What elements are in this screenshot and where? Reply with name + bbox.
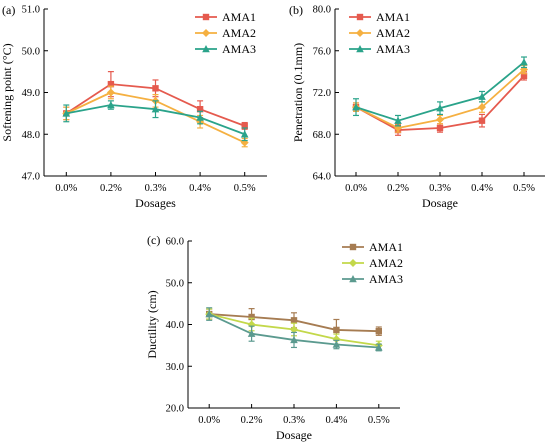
y-tick-label: 68.0 (313, 130, 331, 141)
data-point (247, 329, 256, 337)
legend-label: AMA2 (369, 256, 403, 270)
data-point (394, 116, 402, 124)
legend-swatch-marker (202, 45, 210, 53)
data-point (478, 92, 486, 100)
legend-label: AMA3 (376, 42, 410, 56)
y-axis-title: Softening point (°C) (0, 43, 14, 141)
x-tick-label: 0.5% (368, 415, 390, 426)
data-point (478, 117, 486, 124)
legend-swatch-marker (202, 13, 210, 21)
data-point (248, 313, 255, 321)
data-point (352, 103, 360, 111)
x-axis-title: Dosage (422, 196, 458, 210)
x-tick-label: 0.0% (55, 183, 77, 194)
legend-swatch-marker (349, 243, 357, 251)
data-point (62, 109, 71, 117)
data-point (436, 115, 444, 124)
x-tick-label: 0.2% (100, 183, 122, 194)
x-tick-label: 0.2% (387, 183, 409, 194)
y-tick-label: 60.0 (166, 237, 184, 248)
legend-swatch-marker (356, 45, 364, 53)
data-point (375, 327, 382, 335)
data-point (152, 85, 159, 92)
y-tick-label: 20.0 (166, 404, 184, 415)
panel-b-penetration: 64.0 68.0 72.0 76.0 80.0 0.0% 0.2% 0.3% 0.4% 0.5%… (289, 3, 545, 210)
legend-label: AMA3 (222, 42, 256, 56)
panel-c-ductility: 20.0 30.0 40.0 50.0 60.0 0.0% 0.2% 0.3% 0.4% 0.5%… (145, 233, 403, 442)
data-point (151, 105, 160, 113)
x-tick-label: 0.4% (325, 415, 347, 426)
x-tick-label: 0.2% (241, 415, 263, 426)
legend-swatch-marker (349, 259, 357, 267)
data-point (520, 58, 528, 66)
legend-label: AMA1 (376, 10, 410, 24)
data-point (332, 335, 341, 344)
series-ama3 (62, 100, 249, 142)
data-point (196, 113, 204, 121)
x-tick-label: 0.4% (471, 183, 493, 194)
y-tick-label: 50.0 (166, 278, 184, 289)
x-axis-title: Dosages (135, 196, 176, 210)
panel-label: (c) (147, 233, 160, 247)
legend-label: AMA2 (376, 26, 410, 40)
series-ama3 (352, 56, 528, 127)
x-tick-label: 0.5% (513, 183, 535, 194)
y-tick-label: 72.0 (313, 88, 331, 99)
legend-label: AMA1 (369, 240, 403, 254)
data-point (196, 106, 204, 113)
x-tick-label: 0.5% (234, 183, 256, 194)
data-point (436, 104, 444, 112)
legend-swatch-marker (349, 275, 357, 283)
y-tick-label: 51.0 (22, 5, 40, 16)
y-tick-label: 47.0 (22, 172, 40, 183)
data-point (290, 325, 298, 334)
x-tick-label: 0.4% (189, 183, 211, 194)
data-point (241, 122, 248, 130)
series-ama3 (205, 307, 383, 352)
legend-swatch-marker (356, 29, 364, 37)
y-axis-title: Penetration (0.1mm) (291, 43, 305, 142)
data-point (520, 72, 528, 79)
legend-label: AMA2 (222, 26, 256, 40)
y-tick-label: 64.0 (313, 172, 331, 183)
data-point (240, 130, 249, 138)
y-axis-title: Ductility (cm) (145, 290, 159, 358)
data-point (478, 103, 486, 112)
panel-label: (b) (289, 3, 303, 17)
legend-label: AMA3 (369, 272, 403, 286)
y-tick-label: 50.0 (22, 46, 40, 57)
data-point (107, 101, 115, 109)
legend-swatch-marker (202, 29, 210, 37)
data-point (436, 124, 444, 132)
data-point (290, 335, 298, 344)
data-point (205, 310, 213, 318)
x-tick-label: 0.3% (283, 415, 305, 426)
legend-swatch-marker (356, 13, 364, 21)
data-point (290, 317, 298, 324)
y-tick-label: 40.0 (166, 320, 184, 331)
y-tick-label: 80.0 (313, 5, 331, 16)
y-tick-label: 30.0 (166, 362, 184, 373)
legend-label: AMA1 (222, 10, 256, 24)
y-tick-label: 48.0 (22, 130, 40, 141)
x-tick-label: 0.0% (345, 183, 367, 194)
x-tick-label: 0.3% (429, 183, 451, 194)
y-tick-label: 76.0 (313, 46, 331, 57)
x-axis-title: Dosage (276, 428, 312, 442)
x-tick-label: 0.3% (145, 183, 167, 194)
data-point (332, 340, 341, 348)
data-point (107, 80, 115, 88)
panel-label: (a) (2, 3, 15, 17)
y-tick-label: 49.0 (22, 88, 40, 99)
data-point (333, 326, 340, 334)
x-tick-label: 0.0% (198, 415, 220, 426)
data-point (375, 343, 383, 351)
data-point (106, 88, 115, 97)
panel-a-softening-point: 47.0 48.0 49.0 50.0 51.0 0.0% 0.2% 0.3% 0.4% 0.5%… (0, 3, 267, 210)
